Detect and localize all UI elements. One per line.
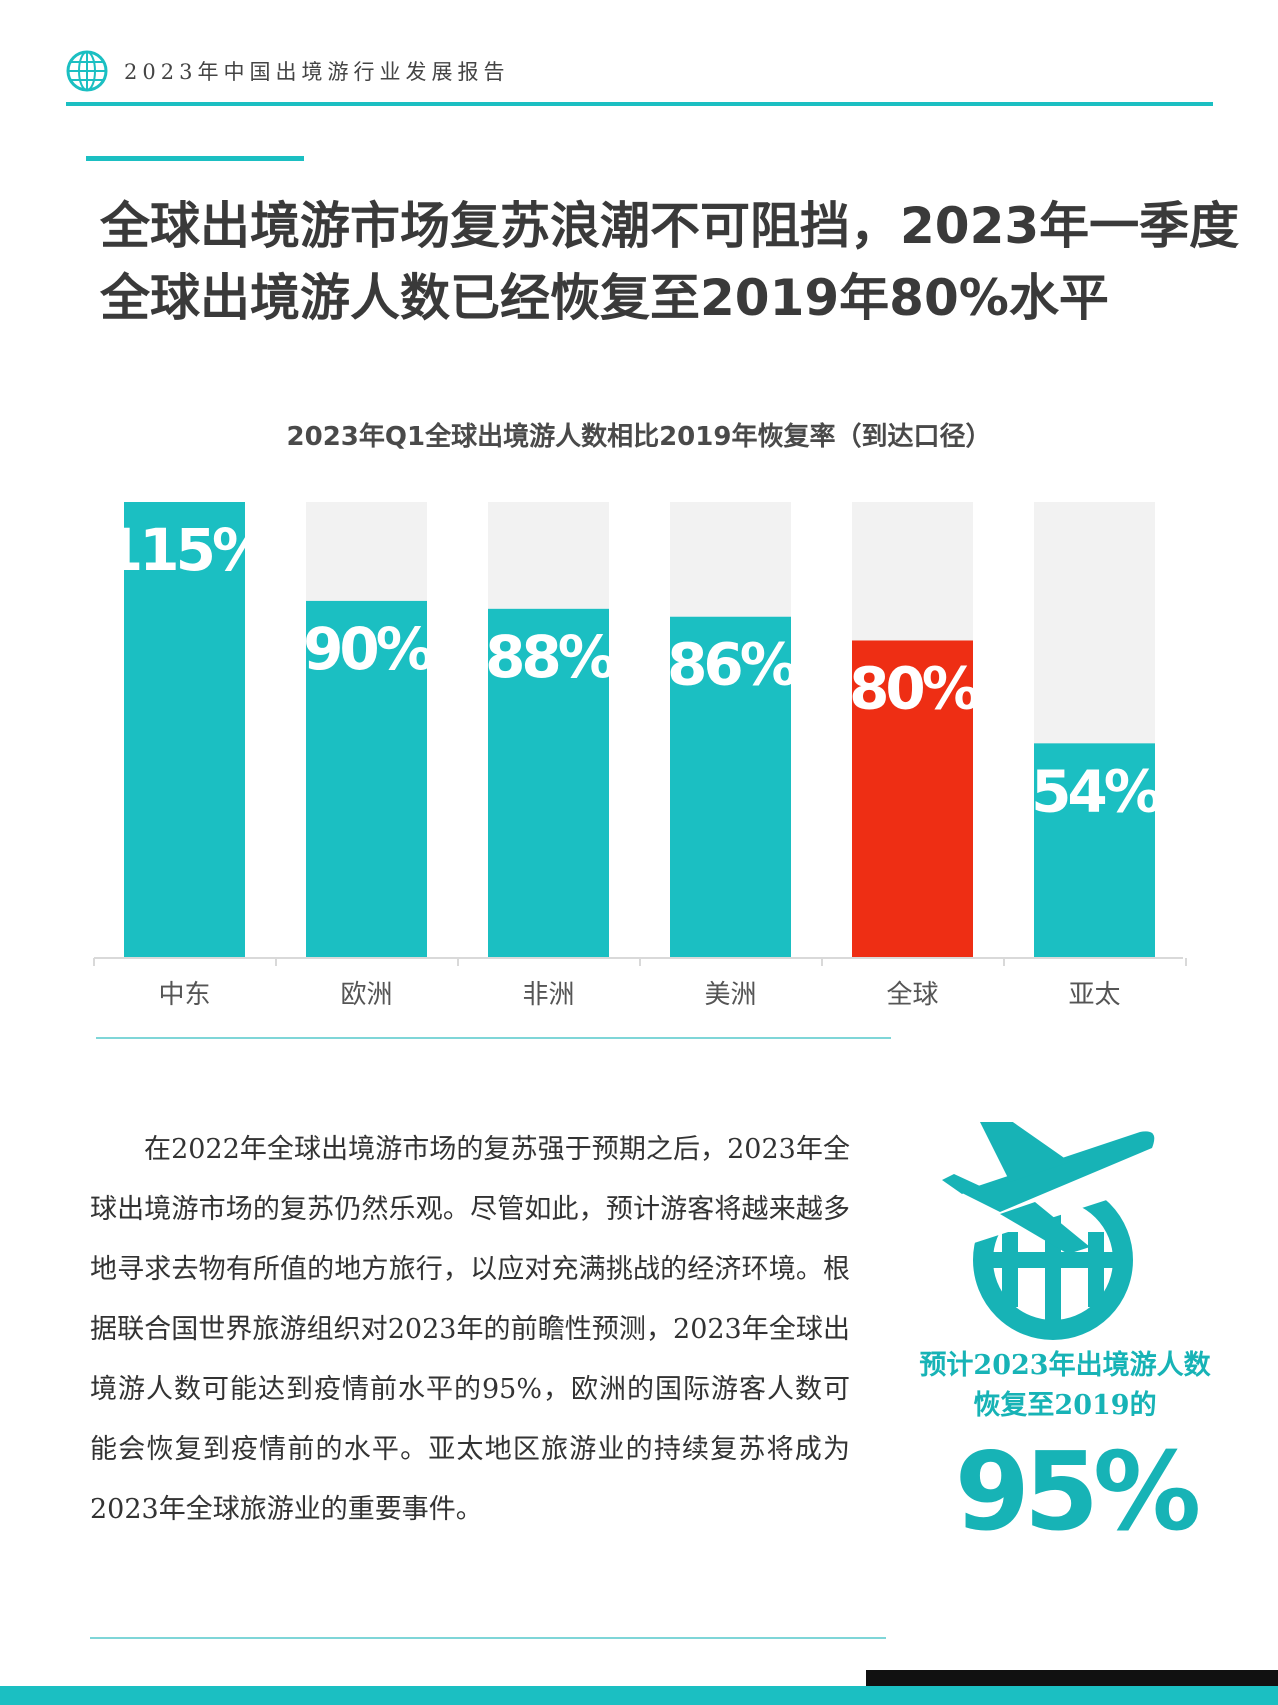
bar <box>124 502 245 957</box>
bar <box>306 600 427 957</box>
report-title: 2023年中国出境游行业发展报告 <box>124 60 510 84</box>
bar-value-label: 86% <box>667 631 797 699</box>
bar-value-label: 80% <box>849 654 979 722</box>
bar <box>1034 743 1155 957</box>
footer-black-strip <box>866 1670 1278 1687</box>
header-rule <box>66 102 1213 106</box>
bar <box>670 616 791 957</box>
chart-title: 2023年Q1全球出境游人数相比2019年恢复率（到达口径） <box>286 422 992 452</box>
x-tick-label: 美洲 <box>704 980 756 1010</box>
plane-globe-icon <box>940 1122 1160 1340</box>
headline-line-2: 全球出境游人数已经恢复至2019年80%水平 <box>100 269 1109 327</box>
x-tick-label: 中东 <box>158 980 210 1010</box>
headline-line-1: 全球出境游市场复苏浪潮不可阻挡，2023年一季度 <box>100 197 1240 255</box>
body-paragraph: 在2022年全球出境游市场的复苏强于预期之后，2023年全球出境游市场的复苏仍然… <box>90 1134 850 1525</box>
footer-bar <box>0 1686 1278 1705</box>
bar-value-label: 90% <box>303 615 433 683</box>
title-accent-bar <box>86 156 304 161</box>
callout-line-1: 预计2023年出境游人数 <box>919 1350 1211 1381</box>
bar-value-label: 54% <box>1031 757 1161 825</box>
chart-divider <box>96 1037 891 1039</box>
forecast-percentage: 95% <box>954 1430 1202 1555</box>
x-tick-label: 亚太 <box>1068 980 1120 1010</box>
bar <box>852 640 973 957</box>
forecast-callout: 预计2023年出境游人数 恢复至2019的 <box>890 1346 1240 1426</box>
callout-line-2: 恢复至2019的 <box>973 1390 1157 1421</box>
body-divider <box>90 1637 886 1639</box>
recovery-bar-chart: 115% 中东 90% 欧洲 88% 非洲 86% 美洲 80% 全球 54% 亚太 <box>93 502 1187 1010</box>
x-tick-label: 非洲 <box>522 980 574 1010</box>
bar-value-label: 115% <box>103 516 269 584</box>
globe-logo-icon <box>66 50 108 92</box>
x-tick-label: 欧洲 <box>340 980 392 1010</box>
bar <box>488 608 609 957</box>
bar-value-label: 88% <box>485 623 615 691</box>
page-headline: 全球出境游市场复苏浪潮不可阻挡，2023年一季度 全球出境游人数已经恢复至201… <box>100 190 1240 334</box>
x-tick-label: 全球 <box>886 980 938 1010</box>
